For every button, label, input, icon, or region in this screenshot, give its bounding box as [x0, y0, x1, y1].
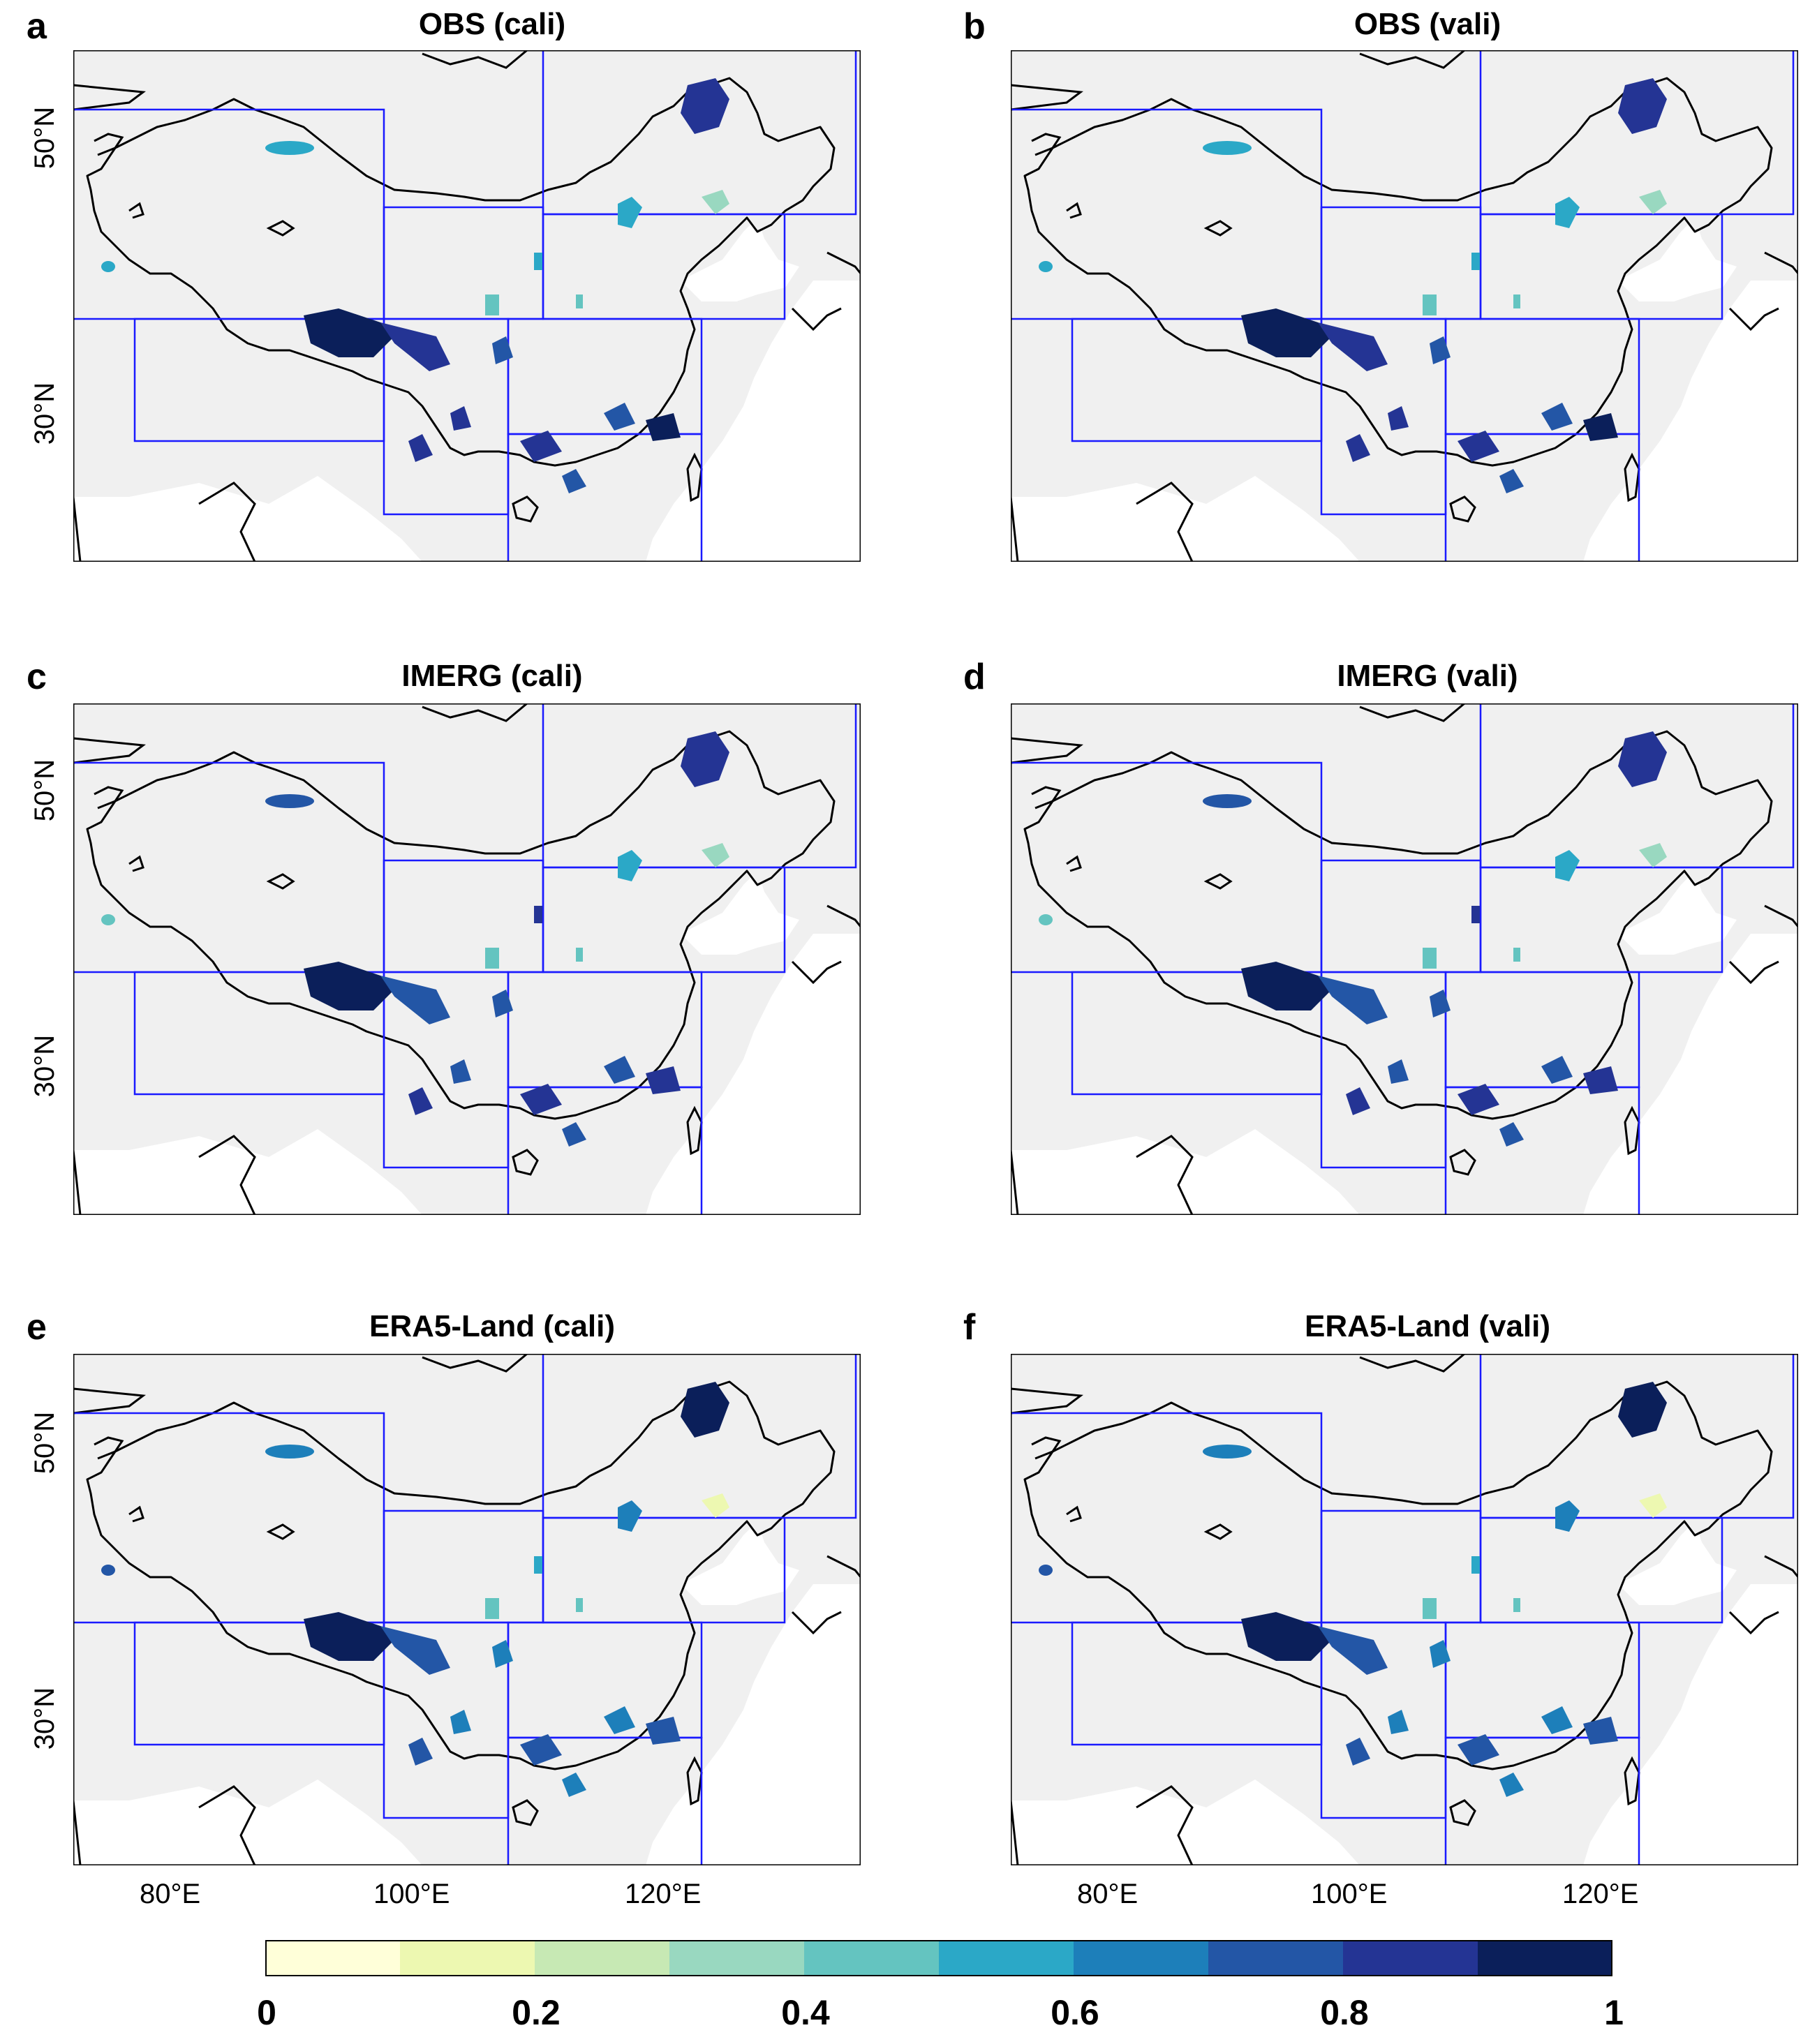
colorbar-segment — [265, 1940, 401, 1976]
colorbar-border — [265, 1940, 1612, 1976]
colorbar-tick-0.2: 0.2 — [512, 1993, 561, 2032]
lon-label-80e-e: 80°E — [140, 1879, 201, 1909]
map-panel-d — [1011, 703, 1798, 1215]
panel-title-c: IMERG (cali) — [401, 659, 583, 693]
colorbar-tick-0.4: 0.4 — [781, 1993, 830, 2032]
map-panel-b — [1011, 50, 1798, 562]
lon-label-100e-e: 100°E — [373, 1879, 450, 1909]
lon-label-120e-e: 120°E — [625, 1879, 702, 1909]
panel-letter-b: b — [963, 6, 986, 47]
lat-label-30n-e: 30°N — [29, 1687, 61, 1750]
map-panel-e — [73, 1354, 861, 1865]
colorbar-segment — [1208, 1940, 1344, 1976]
panel-letter-c: c — [27, 657, 47, 697]
panel-letter-d: d — [963, 657, 986, 697]
colorbar-tick-1: 1 — [1604, 1993, 1624, 2032]
colorbar-segment — [939, 1940, 1074, 1976]
lat-label-50n-a: 50°N — [29, 106, 61, 170]
map-panel-c — [73, 703, 861, 1215]
map-panel-f — [1011, 1354, 1798, 1865]
colorbar-tick-0.8: 0.8 — [1320, 1993, 1369, 2032]
lat-label-30n-a: 30°N — [29, 382, 61, 445]
lat-label-50n-c: 50°N — [29, 759, 61, 822]
colorbar-tick-0: 0 — [257, 1993, 276, 2032]
colorbar-segment — [400, 1940, 535, 1976]
colorbar-segment — [1478, 1940, 1612, 1976]
lon-label-80e-f: 80°E — [1077, 1879, 1139, 1909]
lat-label-50n-e: 50°N — [29, 1411, 61, 1475]
colorbar-segment — [1343, 1940, 1478, 1976]
panel-title-a: OBS (cali) — [418, 7, 566, 41]
panel-title-f: ERA5-Land (vali) — [1304, 1309, 1551, 1343]
map-panel-a — [73, 50, 861, 562]
panel-letter-a: a — [27, 6, 47, 47]
colorbar-segment — [1074, 1940, 1209, 1976]
panel-letter-e: e — [27, 1307, 47, 1348]
lat-label-30n-c: 30°N — [29, 1034, 61, 1098]
panel-title-e: ERA5-Land (cali) — [369, 1309, 616, 1343]
colorbar-segment — [669, 1940, 805, 1976]
panel-letter-f: f — [963, 1307, 976, 1348]
lon-label-100e-f: 100°E — [1311, 1879, 1388, 1909]
lon-label-120e-f: 120°E — [1562, 1879, 1639, 1909]
panel-title-b: OBS (vali) — [1354, 7, 1501, 41]
colorbar-segment — [535, 1940, 670, 1976]
panel-title-d: IMERG (vali) — [1337, 659, 1518, 693]
colorbar-segment — [804, 1940, 940, 1976]
colorbar — [265, 1940, 1612, 1976]
colorbar-tick-0.6: 0.6 — [1051, 1993, 1099, 2032]
